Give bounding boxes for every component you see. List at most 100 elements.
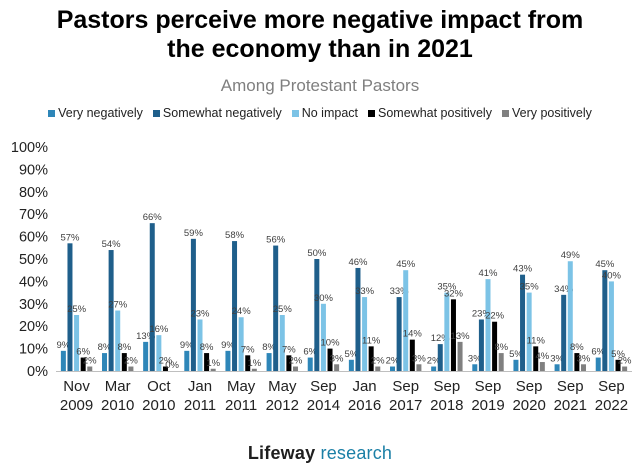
bar (368, 346, 374, 371)
data-label: 43% (513, 264, 533, 275)
x-tick-label: Sep (310, 378, 337, 395)
y-tick-label: 20% (19, 319, 48, 335)
y-tick-label: 90% (19, 162, 48, 178)
chart-subtitle: Among Protestant Pastors (220, 76, 420, 95)
data-label: 41% (478, 268, 498, 279)
bar (184, 350, 190, 371)
legend-item: Very negatively (48, 106, 143, 120)
data-label: 1% (247, 358, 261, 369)
data-label: 9% (180, 340, 194, 351)
legend-swatch (501, 109, 509, 117)
data-label: 45% (396, 259, 416, 270)
bar (162, 366, 168, 371)
legend-swatch (48, 109, 56, 117)
bar (128, 366, 134, 371)
data-label: 13% (136, 331, 156, 342)
data-label: 50% (307, 248, 327, 259)
x-tick-label: 2014 (307, 397, 340, 414)
y-tick-label: 30% (19, 297, 48, 313)
bar (561, 294, 567, 371)
bar (190, 238, 196, 371)
x-tick-label: 2019 (471, 397, 504, 414)
data-label: 32% (444, 288, 464, 299)
bar (108, 250, 114, 371)
data-label: 33% (355, 286, 375, 297)
bar (485, 279, 491, 371)
x-tick-label: Jan (352, 378, 376, 395)
legend-item: No impact (291, 106, 358, 120)
data-label: 7% (241, 344, 255, 355)
x-tick-label: Sep (434, 378, 461, 395)
data-label: 45% (595, 259, 615, 270)
data-label: 2% (289, 356, 303, 367)
data-label: 2% (427, 356, 441, 367)
data-label: 6% (591, 347, 605, 358)
bar (115, 310, 121, 371)
data-label: 23% (472, 308, 492, 319)
bar (403, 270, 409, 371)
data-label: 8% (570, 342, 584, 353)
data-label: 35% (520, 282, 540, 293)
brand-logo-part1: Lifeway (247, 443, 316, 463)
legend-label: Very negatively (58, 106, 143, 120)
bar (533, 346, 539, 371)
data-label: 13% (451, 331, 471, 342)
data-label: 66% (143, 212, 163, 223)
legend-swatch (291, 109, 299, 117)
data-label: 30% (314, 293, 334, 304)
data-label: 35% (437, 282, 457, 293)
bar (67, 243, 73, 371)
x-tick-label: 2022 (595, 397, 628, 414)
y-tick-label: 80% (19, 185, 48, 201)
bar (245, 355, 251, 371)
bar (292, 366, 298, 371)
data-label: 25% (273, 304, 293, 315)
bar (225, 350, 231, 371)
bar (580, 364, 586, 371)
data-label: 27% (108, 300, 128, 311)
bar (348, 359, 354, 371)
data-label: 7% (282, 344, 296, 355)
chart-title-line1: Pastors perceive more negative impact fr… (56, 6, 584, 34)
legend-item: Somewhat negatively (152, 106, 282, 120)
data-label: 6% (76, 347, 90, 358)
data-label: 4% (535, 351, 549, 362)
bar (362, 297, 368, 371)
bar-chart: 0% 10% 20% 30% 40% 50% 60% 70% 80% 90% 100% 9% 57% 25… (11, 140, 632, 414)
data-label: 54% (102, 239, 122, 250)
x-tick-label: Sep (516, 378, 543, 395)
data-label: 8% (200, 342, 214, 353)
data-label: 8% (98, 342, 112, 353)
bar (416, 364, 422, 371)
bar (431, 366, 437, 371)
bar (498, 353, 504, 371)
brand-logo-part2: research (315, 443, 393, 463)
legend-label: Somewhat negatively (162, 106, 282, 120)
data-label: 56% (266, 235, 286, 246)
data-label: 5% (345, 349, 359, 360)
data-label: 3% (330, 353, 344, 364)
y-tick-label: 10% (19, 342, 48, 358)
data-label: 58% (225, 230, 245, 241)
data-label: 40% (602, 270, 622, 281)
x-tick-label: Oct (147, 378, 171, 395)
bar (60, 350, 66, 371)
y-tick-label: 100% (11, 140, 48, 156)
bar (450, 299, 456, 371)
legend-item: Somewhat positively (368, 106, 492, 120)
bar (355, 267, 361, 371)
bar (478, 319, 484, 371)
data-label: 25% (67, 304, 87, 315)
data-label: 2% (371, 356, 385, 367)
y-tick-label: 70% (19, 207, 48, 223)
bar (210, 368, 216, 371)
bar (251, 368, 257, 371)
bar (526, 292, 532, 371)
data-label: 14% (403, 329, 423, 340)
bar (87, 366, 93, 371)
bar (149, 223, 155, 371)
x-tick-label: May (268, 378, 297, 395)
bar (334, 364, 340, 371)
x-tick-label: 2021 (554, 397, 587, 414)
bar (286, 355, 292, 371)
